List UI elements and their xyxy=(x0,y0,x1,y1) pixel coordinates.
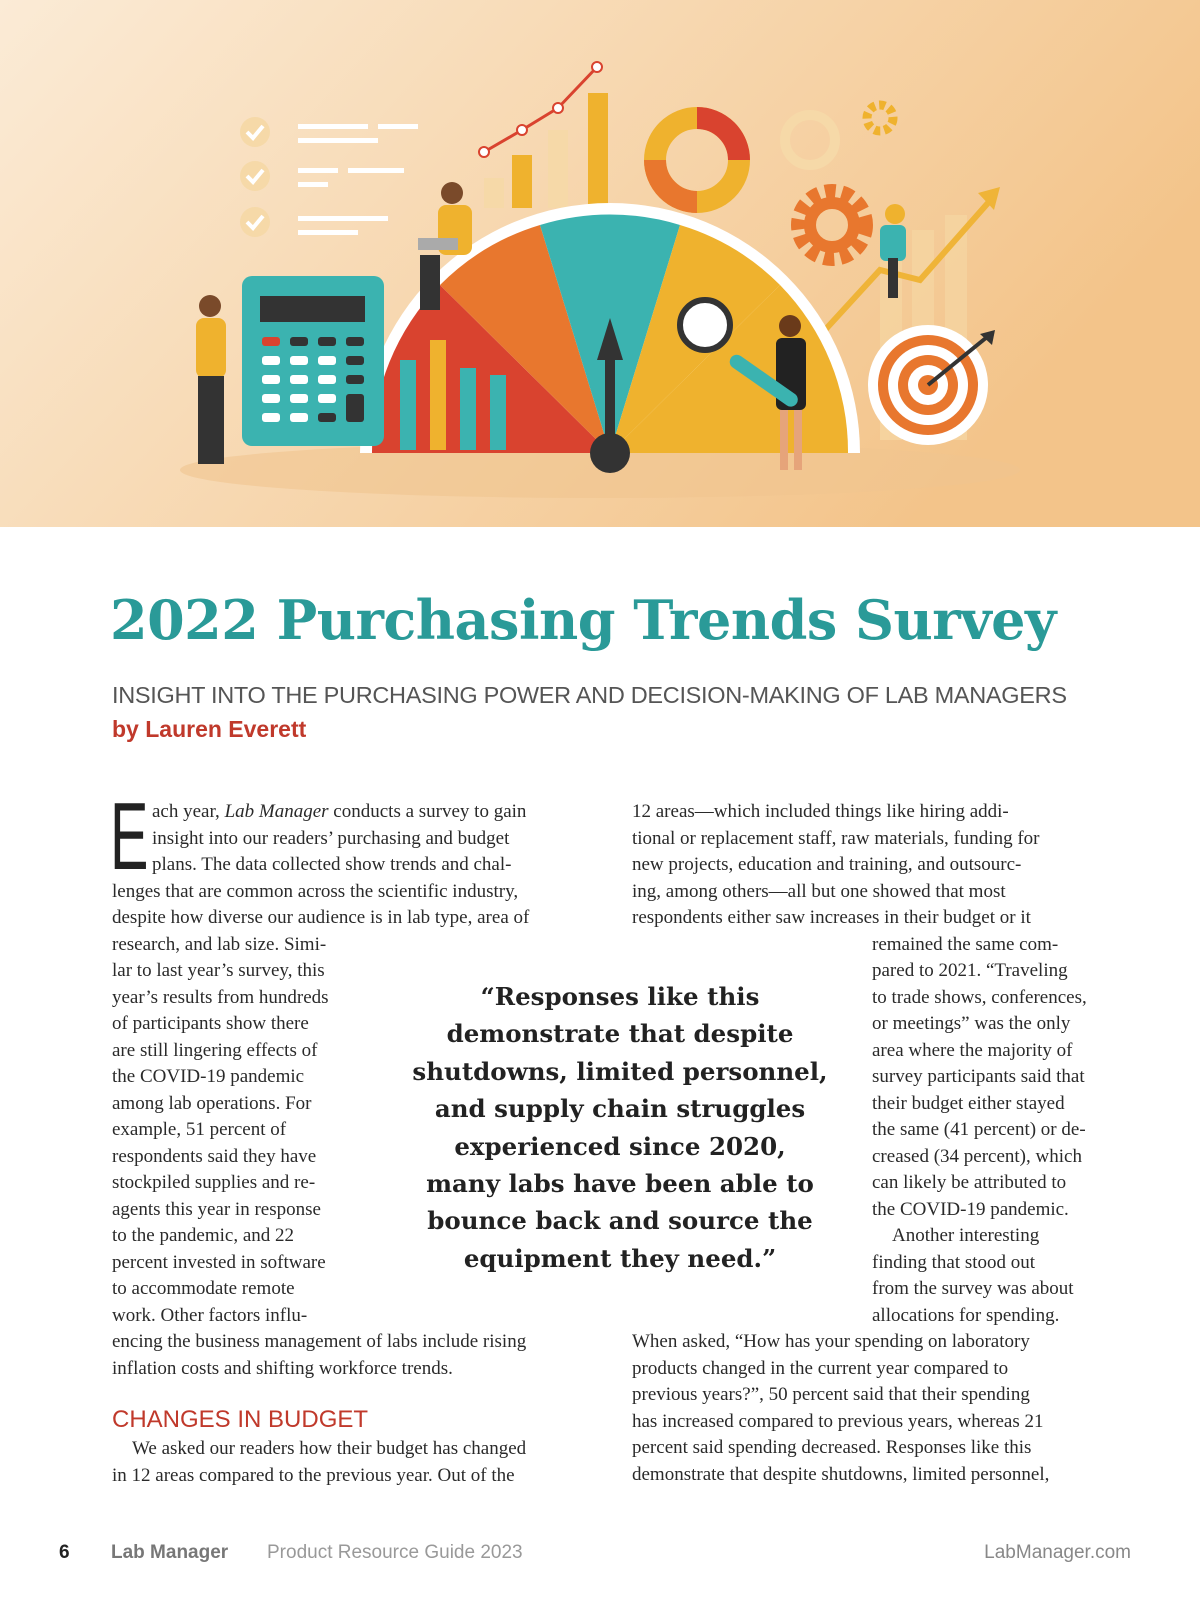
text-line: stockpiled supplies and re- xyxy=(112,1172,316,1193)
text-line: from the survey was about xyxy=(872,1278,1074,1299)
article-title: 2022 Purchasing Trends Survey xyxy=(110,588,1056,652)
first-line: ach year, Lab Manager conducts a survey … xyxy=(152,799,529,826)
text-line: previous years?”, 50 percent said that t… xyxy=(632,1384,1030,1405)
text-line: area where the majority of xyxy=(872,1039,1073,1061)
text-line: 12 areas—which included things like hiri… xyxy=(632,801,1009,822)
text-line: We asked our readers how their budget ha… xyxy=(132,1438,527,1459)
person-figure xyxy=(196,182,906,470)
article-subtitle: INSIGHT INTO THE PURCHASING POWER AND DE… xyxy=(112,682,1067,708)
text-line: new projects, education and training, an… xyxy=(632,854,1022,875)
quote-line: demonstrate that despite xyxy=(446,1019,794,1049)
text-line: encing the business management of labs i… xyxy=(112,1331,527,1352)
text-line: the same (41 percent) or de- xyxy=(872,1119,1086,1140)
text-line: products changed in the current year com… xyxy=(632,1357,1009,1379)
text-line: percent invested in software xyxy=(112,1251,326,1273)
text-line: of participants show there xyxy=(112,1013,309,1034)
website-link[interactable]: LabManager.com xyxy=(984,1542,1131,1563)
text-line: the COVID-19 pandemic. xyxy=(872,1198,1069,1220)
gear-icon xyxy=(780,100,898,266)
quote-line: bounce back and source the xyxy=(427,1206,813,1236)
text-line: respondents said they have xyxy=(112,1145,317,1167)
calculator-icon xyxy=(242,276,384,446)
quote-line: “Responses like this xyxy=(480,982,760,1011)
text-line: to accommodate remote xyxy=(112,1278,295,1299)
checklist-icon xyxy=(240,117,418,237)
text-line: finding that stood out xyxy=(872,1251,1036,1273)
text-line: pared to 2021. “Traveling xyxy=(872,960,1068,981)
text-line: When asked, “How has your spending on la… xyxy=(632,1331,1030,1352)
text-line: Another interesting xyxy=(892,1225,1040,1246)
section-heading: CHANGES IN BUDGET xyxy=(112,1406,369,1433)
text: ach year, xyxy=(152,801,225,822)
page-number: 6 xyxy=(59,1542,70,1563)
quote-line: equipment they need.” xyxy=(463,1243,777,1273)
text-line: research, and lab size. Simi- xyxy=(112,933,327,955)
text-line: in 12 areas compared to the previous yea… xyxy=(112,1464,515,1486)
quote-line: experienced since 2020, xyxy=(454,1131,786,1161)
text-line: has increased compared to previous years… xyxy=(632,1410,1044,1432)
text-line: to trade shows, conferences, xyxy=(872,986,1087,1008)
text-line: work. Other factors influ- xyxy=(112,1304,308,1326)
text-line: among lab operations. For xyxy=(112,1092,312,1114)
text-line: are still lingering effects of xyxy=(112,1039,318,1061)
text-line: survey participants said that xyxy=(872,1066,1085,1087)
quote-line: many labs have been able to xyxy=(426,1169,814,1199)
text-line: year’s results from hundreds xyxy=(112,986,329,1008)
text-line: creased (34 percent), which xyxy=(872,1145,1082,1167)
text-line: tional or replacement staff, raw materia… xyxy=(632,827,1040,849)
quote-line: and supply chain struggles xyxy=(434,1094,806,1124)
quote-line: shutdowns, limited personnel, xyxy=(412,1056,828,1086)
text-line: respondents either saw increases in thei… xyxy=(632,907,1031,928)
pull-quote: “Responses like this demonstrate that des… xyxy=(395,978,845,1277)
text-line: allocations for spending. xyxy=(872,1304,1060,1326)
target-icon xyxy=(868,325,995,445)
text-line: lenges that are common across the scient… xyxy=(112,880,519,902)
text-line: despite how diverse our audience is in l… xyxy=(112,907,530,928)
hero-illustration xyxy=(0,0,1200,527)
issue-name: Product Resource Guide 2023 xyxy=(267,1542,523,1563)
text-line: can likely be attributed to xyxy=(872,1172,1067,1193)
text-line: or meetings” was the only xyxy=(872,1013,1071,1034)
text-line: agents this year in response xyxy=(112,1198,321,1220)
text-line: insight into our readers’ purchasing and… xyxy=(152,827,510,849)
text-line: example, 51 percent of xyxy=(112,1119,287,1140)
drop-cap: E xyxy=(110,783,149,890)
text-line: the COVID-19 pandemic xyxy=(112,1066,305,1087)
publication-name: Lab Manager xyxy=(224,801,329,822)
text: conducts a survey to gain xyxy=(328,801,527,822)
left-column: ach year, Lab Manager conducts a survey … xyxy=(112,799,529,1382)
text-line: remained the same com- xyxy=(872,933,1059,955)
right-column: 12 areas—which included things like hiri… xyxy=(632,799,1087,1488)
text-line: inflation costs and shifting workforce t… xyxy=(112,1357,453,1379)
text-line: percent said spending decreased. Respons… xyxy=(632,1437,1032,1458)
text-line: demonstrate that despite shutdowns, limi… xyxy=(632,1463,1050,1485)
text-line: lar to last year’s survey, this xyxy=(112,960,325,981)
publication-name: Lab Manager xyxy=(111,1542,229,1563)
text-line: plans. The data collected show trends an… xyxy=(152,854,512,875)
donut-chart-icon xyxy=(644,107,750,213)
bar-chart-icon xyxy=(478,61,608,208)
section-body: We asked our readers how their budget ha… xyxy=(112,1436,526,1489)
text-line: their budget either stayed xyxy=(872,1092,1065,1114)
byline: by Lauren Everett xyxy=(112,716,307,742)
text-line: to the pandemic, and 22 xyxy=(112,1225,295,1246)
text-line: ing, among others—all but one showed tha… xyxy=(632,880,1006,902)
